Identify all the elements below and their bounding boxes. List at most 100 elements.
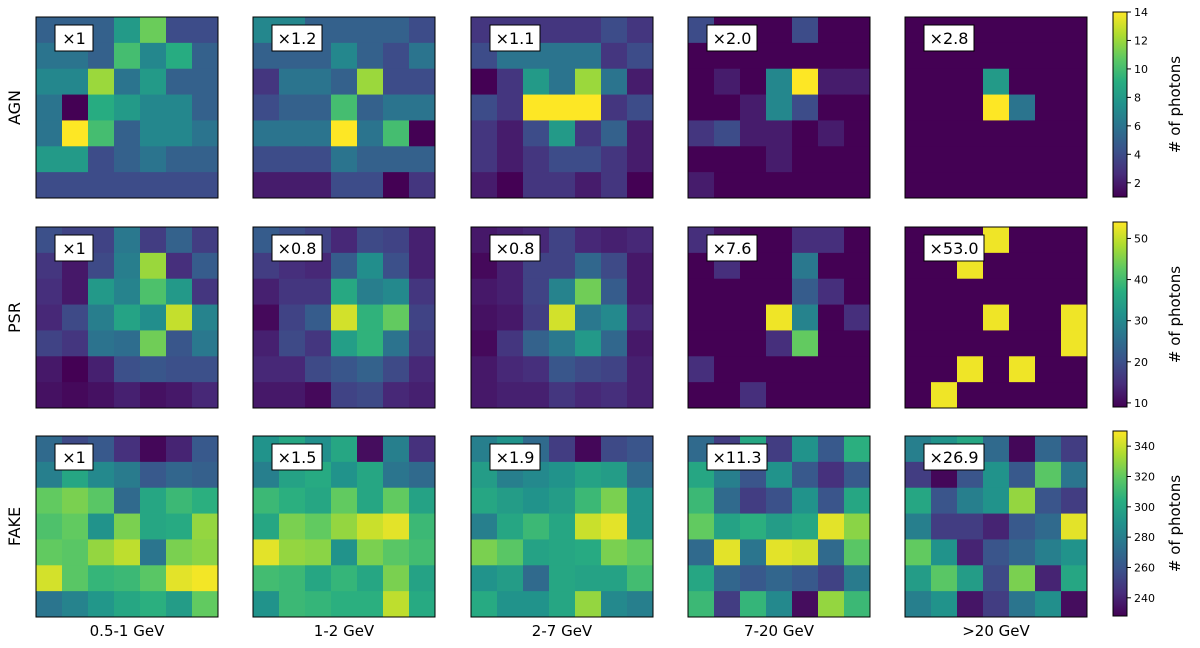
heatmap-cell bbox=[1035, 539, 1062, 566]
column-label: 7-20 GeV bbox=[744, 622, 815, 640]
panel-fake-2: ×1.5 bbox=[252, 435, 436, 618]
heatmap-cell bbox=[766, 278, 793, 305]
heatmap-cell bbox=[601, 487, 628, 514]
heatmap-cell bbox=[983, 146, 1010, 173]
colorbar-tick-label: 30 bbox=[1134, 315, 1148, 328]
heatmap-cell bbox=[627, 513, 654, 540]
heatmap-cell bbox=[983, 436, 1010, 463]
heatmap-cell bbox=[766, 513, 793, 540]
heatmap-cell bbox=[305, 356, 332, 383]
heatmap-cell bbox=[140, 172, 167, 199]
heatmap-cell bbox=[1009, 94, 1036, 121]
column-label: >20 GeV bbox=[962, 622, 1030, 640]
heatmap-cell bbox=[627, 356, 654, 383]
colorbar-tick-label: 10 bbox=[1134, 397, 1148, 410]
heatmap-cell bbox=[1009, 382, 1036, 409]
heatmap-cell bbox=[627, 120, 654, 147]
heatmap-cell bbox=[818, 591, 845, 618]
heatmap-cell bbox=[253, 172, 280, 199]
heatmap-cell bbox=[601, 304, 628, 331]
colorbar-tick-label: 10 bbox=[1134, 63, 1148, 76]
heatmap-cell bbox=[523, 278, 550, 305]
heatmap-cell bbox=[818, 565, 845, 592]
heatmap-cell bbox=[766, 304, 793, 331]
heatmap-cell bbox=[740, 356, 767, 383]
heatmap-cell bbox=[983, 356, 1010, 383]
heatmap-cell bbox=[166, 146, 193, 173]
heatmap-cell bbox=[331, 436, 358, 463]
heatmap-cell bbox=[575, 539, 602, 566]
heatmap-cell bbox=[305, 278, 332, 305]
factor-box bbox=[489, 24, 541, 52]
panel-psr-3: ×0.8 bbox=[470, 226, 654, 409]
heatmap-cell bbox=[409, 436, 436, 463]
heatmap-cell bbox=[88, 172, 115, 199]
heatmap-cell bbox=[688, 278, 715, 305]
heatmap-cell bbox=[279, 539, 306, 566]
panel-fake-1: ×1 bbox=[35, 435, 219, 618]
heatmap-cell bbox=[331, 68, 358, 95]
heatmap-cell bbox=[383, 565, 410, 592]
heatmap-cell bbox=[844, 278, 871, 305]
heatmap-cell bbox=[627, 461, 654, 489]
heatmap-cell bbox=[983, 68, 1010, 95]
heatmap-cell bbox=[601, 436, 628, 463]
heatmap-cell bbox=[36, 382, 63, 409]
heatmap-cell bbox=[471, 539, 498, 566]
heatmap-cell bbox=[253, 382, 280, 409]
heatmap-cell bbox=[409, 565, 436, 592]
heatmap-cell bbox=[279, 304, 306, 331]
heatmap-cell bbox=[714, 356, 741, 383]
heatmap-cell bbox=[166, 252, 193, 280]
heatmap-cell bbox=[140, 539, 167, 566]
heatmap-cell bbox=[471, 68, 498, 95]
heatmap-cell bbox=[601, 356, 628, 383]
heatmap-cell bbox=[36, 565, 63, 592]
heatmap-cell bbox=[1009, 356, 1036, 383]
heatmap-cell bbox=[523, 513, 550, 540]
heatmap-cell bbox=[766, 565, 793, 592]
heatmap-cell bbox=[931, 68, 958, 95]
heatmap-cell bbox=[383, 487, 410, 514]
heatmap-cell bbox=[931, 591, 958, 618]
heatmap-cell bbox=[575, 278, 602, 305]
heatmap-cell bbox=[792, 487, 819, 514]
heatmap-cell bbox=[357, 591, 384, 618]
heatmap-cell bbox=[331, 513, 358, 540]
heatmap-cell bbox=[601, 513, 628, 540]
heatmap-cell bbox=[36, 120, 63, 147]
heatmap-cell bbox=[549, 487, 576, 514]
heatmap-cell bbox=[766, 120, 793, 147]
heatmap-cell bbox=[114, 304, 141, 331]
heatmap-cell bbox=[1035, 120, 1062, 147]
heatmap-cell bbox=[905, 356, 932, 383]
heatmap-cell bbox=[192, 94, 219, 121]
heatmap-cell bbox=[114, 565, 141, 592]
heatmap-cell bbox=[331, 539, 358, 566]
panel-frame bbox=[470, 226, 654, 409]
colorbar-psr bbox=[1112, 221, 1128, 408]
factor-box bbox=[489, 234, 541, 262]
heatmap-cell bbox=[279, 68, 306, 95]
factor-box bbox=[706, 24, 758, 52]
heatmap-cell bbox=[114, 487, 141, 514]
heatmap-cell bbox=[1061, 17, 1088, 44]
heatmap-cell bbox=[1035, 94, 1062, 121]
heatmap-cell bbox=[601, 461, 628, 489]
heatmap-cell bbox=[471, 94, 498, 121]
heatmap-cell bbox=[740, 539, 767, 566]
heatmap-cell bbox=[383, 94, 410, 121]
heatmap-cell bbox=[331, 172, 358, 199]
factor-box bbox=[271, 234, 323, 262]
heatmap-cell bbox=[1035, 436, 1062, 463]
heatmap-cell bbox=[1009, 487, 1036, 514]
heatmap-cell bbox=[192, 436, 219, 463]
heatmap-cell bbox=[844, 539, 871, 566]
heatmap-cell bbox=[114, 356, 141, 383]
heatmap-cell bbox=[357, 330, 384, 357]
heatmap-cell bbox=[957, 356, 984, 383]
heatmap-cell bbox=[792, 565, 819, 592]
heatmap-cell bbox=[114, 17, 141, 44]
heatmap-cell bbox=[1009, 539, 1036, 566]
heatmap-cell bbox=[383, 436, 410, 463]
